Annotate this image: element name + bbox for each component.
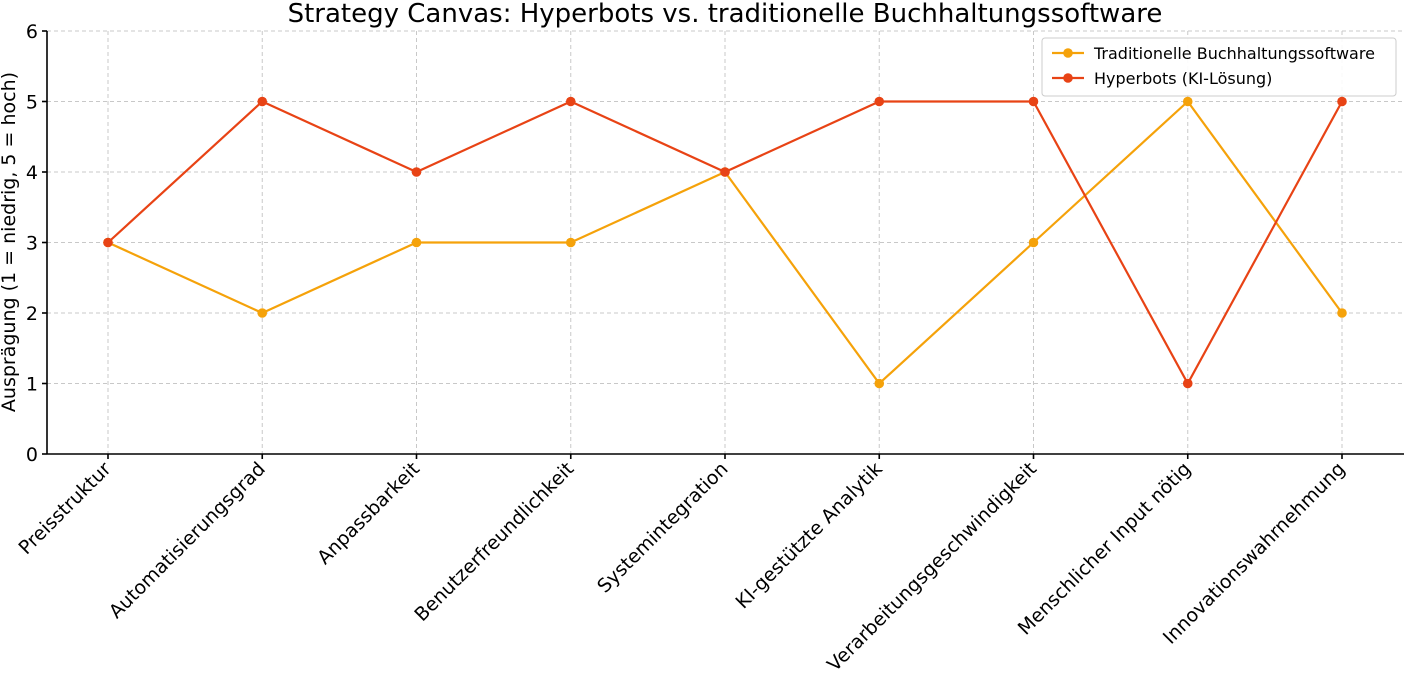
x-tick-label-5: KI-gestützte Analytik xyxy=(731,458,886,613)
data-point-1-5 xyxy=(874,96,885,107)
x-tick-label-8: Innovationswahrnehmung xyxy=(1159,458,1350,649)
data-point-0-5 xyxy=(874,378,885,389)
x-tick-label-2: Anpassbarkeit xyxy=(313,458,424,569)
data-point-1-1 xyxy=(257,96,268,107)
x-tick-label-4: Systemintegration xyxy=(593,458,732,597)
data-point-0-2 xyxy=(411,237,422,248)
legend-label-0: Traditionelle Buchhaltungssoftware xyxy=(1093,44,1375,63)
y-tick-label-0: 0 xyxy=(26,444,38,466)
data-point-0-8 xyxy=(1337,308,1347,318)
legend-label-1: Hyperbots (KI-Lösung) xyxy=(1094,69,1272,88)
y-tick-label-1: 1 xyxy=(26,374,38,396)
legend-marker-0 xyxy=(1063,48,1073,58)
data-point-0-6 xyxy=(1028,237,1039,248)
x-tick-label-3: Benutzerfreundlichkeit xyxy=(410,458,578,626)
y-tick-labels: 0 1 2 3 4 5 6 xyxy=(26,21,47,466)
data-point-1-7 xyxy=(1182,378,1193,389)
data-point-1-0 xyxy=(103,237,113,248)
data-point-1-8 xyxy=(1337,96,1347,107)
y-tick-label-3: 3 xyxy=(26,233,38,255)
x-tick-label-1: Automatisierungsgrad xyxy=(105,458,270,623)
chart-title: Strategy Canvas: Hyperbots vs. tradition… xyxy=(288,0,1163,29)
data-point-0-3 xyxy=(565,237,576,248)
legend: Traditionelle Buchhaltungssoftware Hyperb… xyxy=(1041,37,1397,97)
legend-marker-1 xyxy=(1063,73,1073,83)
x-tick-label-0: Preisstruktur xyxy=(14,458,115,559)
x-tick-label-7: Menschlicher Input nötig xyxy=(1014,458,1196,640)
data-point-0-7 xyxy=(1182,96,1193,107)
series-lines xyxy=(103,96,1347,389)
y-tick-label-5: 5 xyxy=(26,92,38,114)
y-tick-label-6: 6 xyxy=(26,21,38,43)
legend-box xyxy=(1041,37,1397,97)
series-1 xyxy=(103,96,1347,389)
data-point-1-2 xyxy=(411,167,422,177)
data-point-0-1 xyxy=(257,308,268,318)
y-tick-label-2: 2 xyxy=(26,303,38,325)
data-point-1-6 xyxy=(1028,96,1039,107)
data-point-1-4 xyxy=(720,167,730,177)
data-point-1-3 xyxy=(565,96,576,107)
y-tick-label-4: 4 xyxy=(26,162,38,184)
y-axis-label: Ausprägung (1 = niedrig, 5 = hoch) xyxy=(0,72,20,412)
